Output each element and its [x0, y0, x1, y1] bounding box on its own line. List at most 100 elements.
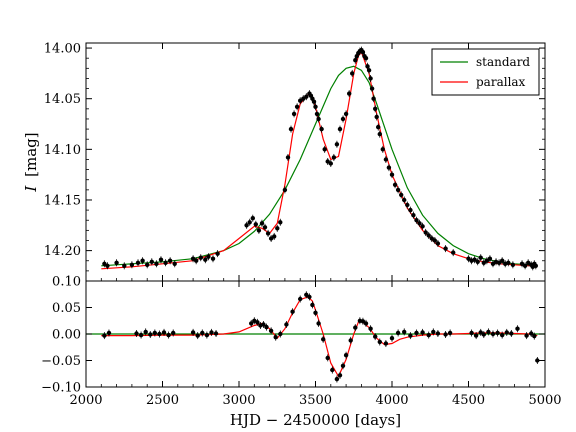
residuals-data-point [195, 333, 200, 338]
light-curve-line-standard [101, 65, 538, 267]
light-curve-data-point [432, 238, 437, 243]
residuals-data-point [515, 326, 520, 331]
light-curve-data-point [386, 165, 392, 170]
residuals-data-point [478, 330, 483, 335]
light-curve-data-point [322, 147, 327, 152]
light-curve-data-point [402, 197, 407, 203]
residuals-data-point [152, 330, 157, 336]
light-curve-data-point [247, 220, 252, 225]
light-curve-data-point [167, 258, 173, 263]
residuals-data-point [473, 333, 479, 338]
light-curve-data-point [472, 257, 477, 262]
residuals-data-point [310, 302, 315, 308]
light-curve-data-point [347, 91, 352, 96]
light-curve-data-point [389, 172, 395, 177]
light-curve-panel: 14.00 14.05 14.10 14.15 14.20 0.10 I [mag] st… [22, 42, 546, 290]
legend-label-standard: standard [476, 55, 530, 69]
light-curve-data-point [420, 224, 425, 229]
residuals-data-point [420, 330, 425, 335]
light-curve-data-point [311, 99, 317, 104]
light-curve-data-point [163, 260, 168, 265]
light-curve-data-point [291, 111, 297, 117]
light-curve-data-point [250, 216, 255, 221]
light-curve-data-point [268, 236, 274, 241]
residuals-data-point [148, 332, 153, 337]
light-curve-data-point [265, 231, 271, 236]
light-curve-data-point [145, 262, 150, 267]
residuals-line-series-1 [101, 296, 538, 378]
light-curve-data-point [149, 259, 154, 264]
light-curve-data-point [426, 233, 431, 238]
x-tick-label: 2500 [146, 393, 179, 408]
residuals-data-point [426, 332, 431, 338]
light-curve-data-point [417, 221, 422, 226]
residuals-data-point [469, 330, 474, 336]
light-curve-data-points [102, 46, 538, 271]
light-curve-data-point [105, 263, 110, 268]
light-curve-data-point [414, 218, 419, 223]
light-curve-data-point [380, 147, 385, 152]
light-curve-data-point [135, 260, 141, 265]
residuals-data-point [360, 319, 366, 324]
residuals-data-point [481, 332, 486, 337]
residuals-data-point [368, 326, 373, 331]
residuals-data-point [334, 376, 340, 382]
residuals-data-point [373, 334, 378, 339]
light-curve-data-point [533, 263, 538, 268]
residuals-data-point [273, 335, 278, 340]
residuals-data-point [268, 328, 274, 333]
light-curve-data-point [304, 94, 309, 99]
light-curve-data-point [392, 182, 398, 187]
legend-label-parallax: parallax [476, 75, 526, 89]
residual-y-tick-label: 0.05 [52, 301, 81, 316]
x-axis-label: HJD − 2450000 [days] [230, 411, 401, 429]
residuals-data-point [190, 330, 196, 335]
residuals-data-point [529, 331, 534, 336]
residuals-data-point [321, 337, 326, 342]
light-curve-data-point [487, 256, 493, 261]
light-curve-data-point [294, 104, 300, 110]
x-tick-label: 3500 [299, 393, 332, 408]
residuals-data-point [330, 367, 335, 373]
light-curve-data-point [285, 155, 291, 160]
light-curve-data-point [154, 261, 159, 266]
residuals-data-point [532, 333, 537, 339]
y-tick-label: 14.10 [44, 143, 81, 158]
light-curve-data-point [373, 106, 378, 112]
light-curve-data-point [272, 234, 277, 239]
residuals-data-point [157, 331, 162, 337]
light-curve-data-point [481, 260, 486, 265]
residuals-data-point [447, 330, 453, 336]
light-curve-data-point [172, 261, 177, 266]
residuals-data-point [435, 331, 441, 336]
light-curve-data-point [244, 223, 249, 228]
residuals-data-point [377, 339, 382, 345]
residuals-data-point [490, 331, 496, 337]
light-curve-data-point [366, 68, 372, 73]
residuals-data-point [255, 320, 260, 325]
light-curve-data-point [129, 262, 135, 267]
residuals-data-point [307, 294, 312, 300]
residuals-data-point [408, 333, 413, 338]
residuals-data-point [106, 330, 112, 336]
residuals-data-point [395, 330, 401, 336]
y-axis-label: I [mag] [22, 132, 40, 192]
residuals-data-point [402, 329, 407, 335]
light-curve-data-point [343, 111, 349, 117]
light-curve-data-point [203, 257, 208, 262]
light-curve-data-point [363, 56, 369, 61]
residuals-data-point [264, 324, 269, 330]
light-curve-data-point [500, 258, 505, 263]
residuals-data-point [290, 309, 295, 314]
residuals-data-point [143, 329, 148, 335]
residuals-data-point [431, 329, 436, 335]
light-curve-data-point [350, 71, 355, 76]
light-curve-data-point [316, 116, 321, 122]
light-curve-data-point [376, 124, 381, 130]
residuals-panel: 2000 2500 3000 3500 4000 4500 5000 0.05 0.00 −0.0… [41, 280, 562, 429]
residuals-data-point [284, 322, 289, 327]
light-curve-data-point [206, 254, 211, 259]
residuals-data-point [316, 321, 321, 326]
residuals-data-point [524, 333, 529, 338]
light-curve-data-point [331, 155, 337, 160]
